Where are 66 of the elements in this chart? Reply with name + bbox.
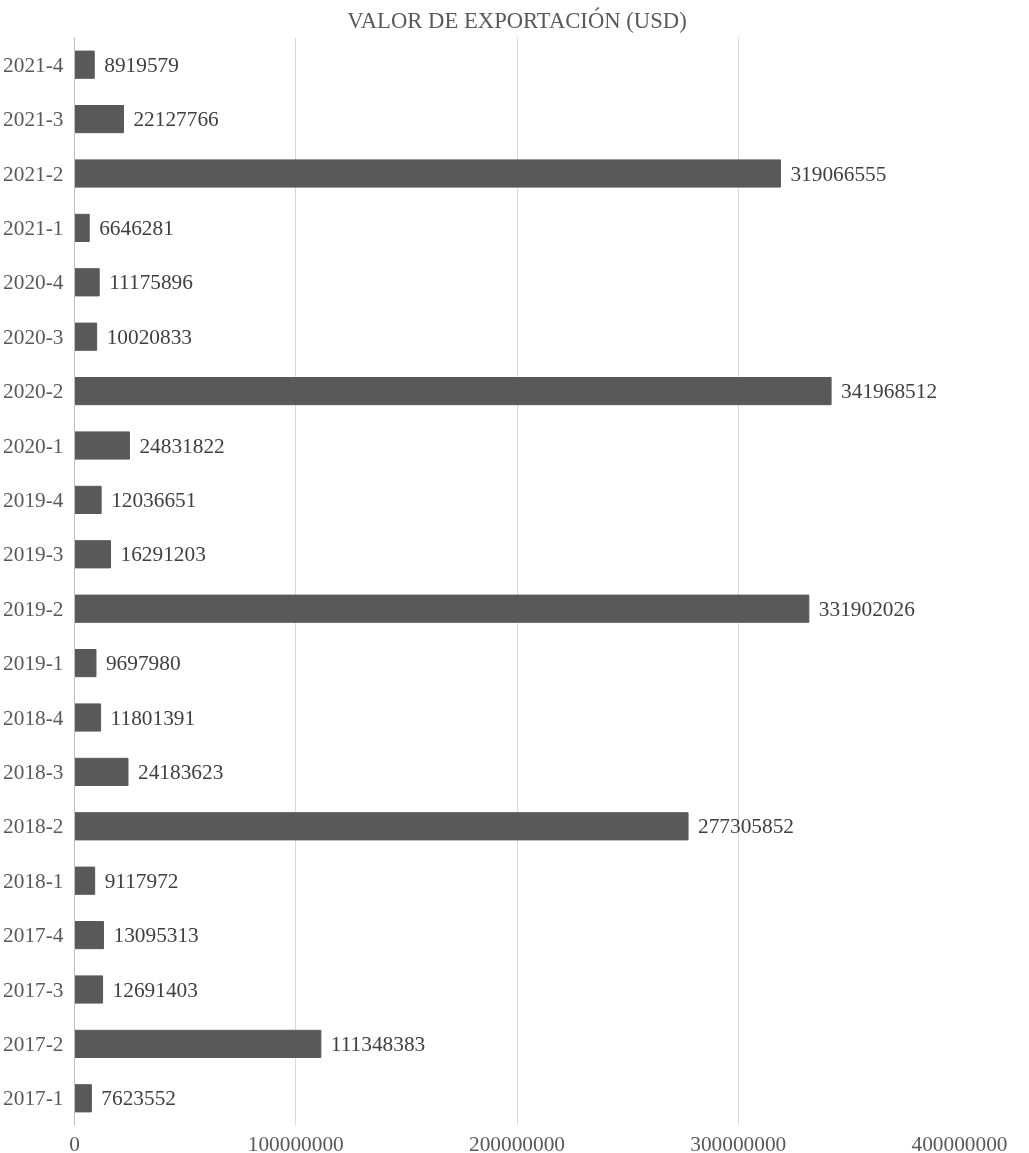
bar	[74, 540, 112, 569]
data-label: 24183623	[138, 759, 224, 784]
bar	[74, 866, 96, 895]
y-tick-label: 2020-2	[3, 379, 64, 404]
y-tick-label: 2018-2	[3, 814, 64, 839]
data-label: 111348383	[330, 1031, 426, 1056]
data-label: 10020833	[106, 324, 192, 349]
data-label: 16291203	[120, 542, 206, 567]
data-label: 11175896	[109, 270, 194, 295]
bar	[74, 322, 98, 351]
y-tick-label: 2020-4	[3, 270, 64, 295]
y-tick-label: 2019-3	[3, 542, 64, 567]
x-tick-label: 200000000	[469, 1131, 565, 1153]
data-label: 277305852	[698, 814, 795, 839]
bar	[74, 431, 130, 460]
bar	[74, 485, 102, 514]
x-tick-label: 100000000	[247, 1131, 344, 1153]
y-tick-label: 2018-1	[3, 868, 64, 893]
data-label: 11801391	[110, 705, 196, 730]
bar	[74, 812, 689, 841]
chart-title: VALOR DE EXPORTACIÓN (USD)	[347, 6, 687, 33]
bar	[74, 159, 781, 188]
data-label: 12036651	[111, 487, 197, 512]
data-label: 9117972	[104, 868, 179, 893]
bar	[74, 921, 104, 950]
x-tick-label: 300000000	[690, 1131, 787, 1153]
y-tick-label: 2017-4	[3, 923, 64, 948]
bar	[74, 105, 124, 134]
x-tick-label: 400000000	[911, 1131, 1008, 1153]
y-tick-label: 2017-3	[3, 977, 64, 1002]
data-label: 341968512	[841, 379, 938, 404]
bar	[74, 268, 100, 297]
data-label: 12691403	[112, 977, 198, 1002]
bar	[74, 1029, 322, 1058]
bar	[74, 377, 832, 406]
y-tick-label: 2019-4	[3, 487, 64, 512]
y-tick-label: 2021-3	[3, 107, 64, 132]
bar	[74, 975, 104, 1004]
y-tick-label: 2018-3	[3, 759, 64, 784]
bar	[74, 1084, 92, 1113]
data-label: 22127766	[133, 107, 220, 132]
bar	[74, 213, 90, 242]
y-tick-label: 2017-1	[3, 1086, 64, 1111]
y-tick-label: 2021-4	[3, 52, 64, 77]
bar	[74, 50, 95, 79]
bar	[74, 757, 129, 786]
y-tick-label: 2020-3	[3, 324, 64, 349]
data-label: 6646281	[99, 215, 174, 240]
y-tick-label: 2019-2	[3, 596, 64, 621]
bar	[74, 649, 97, 678]
x-tick-label: 0	[69, 1131, 80, 1153]
y-tick-label: 2021-1	[3, 215, 64, 240]
y-tick-label: 2020-1	[3, 433, 64, 458]
data-label: 7623552	[101, 1086, 177, 1111]
data-label: 13095313	[113, 923, 199, 948]
y-tick-label: 2017-2	[3, 1031, 64, 1056]
bar	[74, 703, 102, 732]
data-label: 9697980	[105, 651, 181, 676]
data-label: 8919579	[104, 52, 179, 77]
y-tick-label: 2019-1	[3, 651, 64, 676]
data-label: 24831822	[139, 433, 225, 458]
y-tick-label: 2018-4	[3, 705, 64, 730]
bar	[74, 594, 810, 623]
y-tick-label: 2021-2	[3, 161, 64, 186]
data-label: 331902026	[818, 596, 916, 621]
data-label: 319066555	[790, 161, 887, 186]
